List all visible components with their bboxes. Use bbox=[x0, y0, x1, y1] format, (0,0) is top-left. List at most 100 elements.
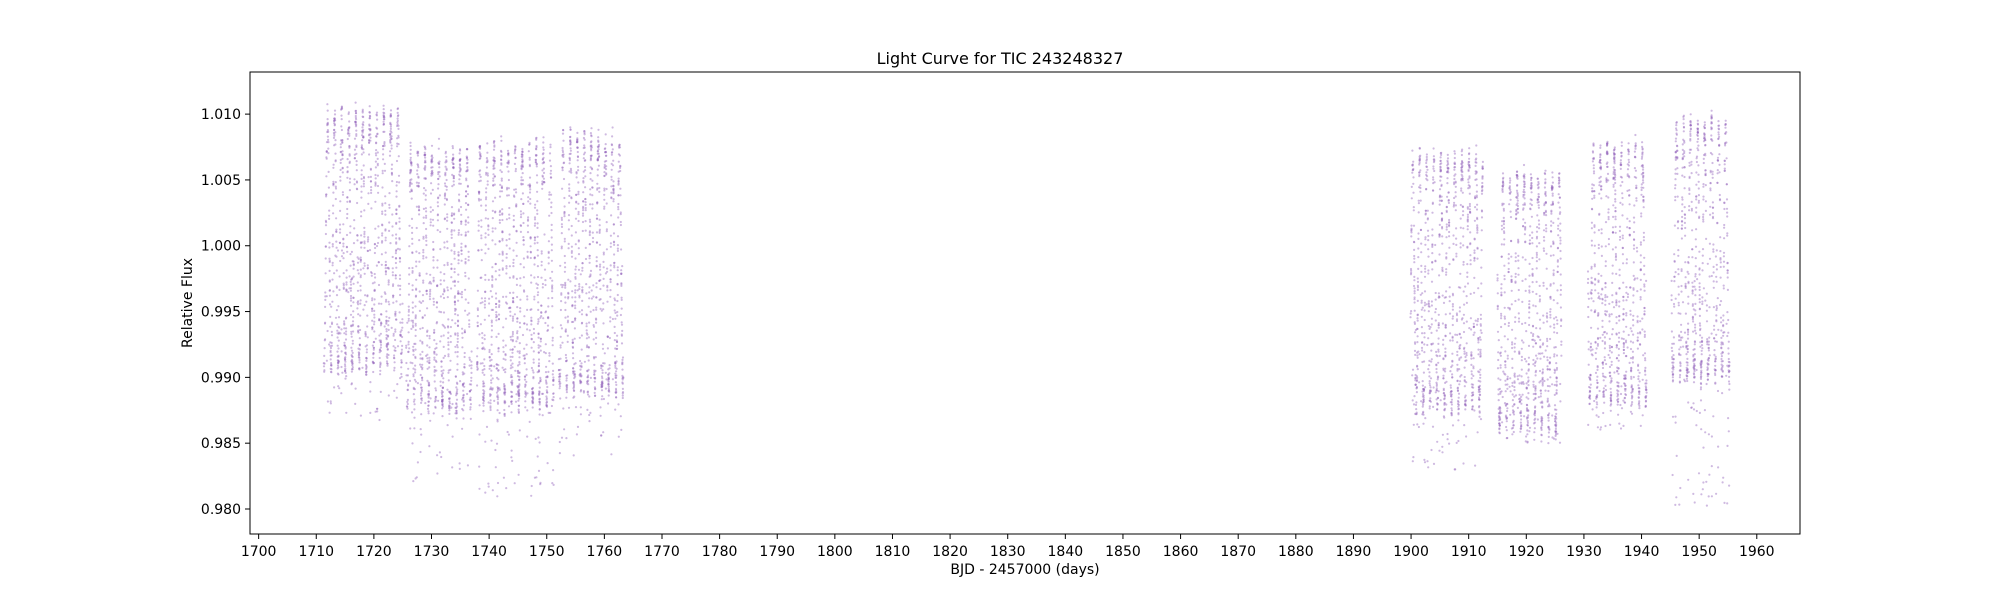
data-point bbox=[1432, 165, 1435, 168]
data-point bbox=[394, 313, 397, 316]
data-point bbox=[362, 115, 365, 119]
data-point bbox=[1559, 400, 1562, 403]
data-point bbox=[615, 396, 618, 399]
data-point bbox=[424, 156, 427, 159]
data-point bbox=[520, 164, 523, 167]
data-point bbox=[1477, 388, 1480, 391]
data-point bbox=[441, 400, 444, 403]
data-point bbox=[1477, 386, 1480, 389]
data-point bbox=[621, 392, 624, 395]
data-point bbox=[483, 318, 486, 321]
data-point bbox=[372, 353, 375, 356]
data-point bbox=[325, 150, 328, 154]
data-point bbox=[584, 257, 588, 261]
data-point bbox=[393, 354, 396, 357]
data-point bbox=[1438, 235, 1441, 238]
data-point bbox=[519, 210, 523, 213]
data-point bbox=[465, 177, 468, 180]
data-point bbox=[506, 161, 509, 164]
data-point bbox=[1536, 226, 1539, 229]
data-point bbox=[595, 265, 598, 268]
data-point bbox=[348, 145, 351, 148]
data-point bbox=[355, 145, 358, 149]
data-point bbox=[600, 434, 603, 437]
data-point bbox=[607, 378, 610, 381]
data-point bbox=[339, 150, 342, 153]
data-point bbox=[348, 126, 351, 129]
data-point bbox=[408, 347, 411, 350]
data-point bbox=[1466, 225, 1469, 228]
data-point bbox=[1418, 381, 1421, 384]
data-point bbox=[413, 378, 416, 381]
data-point bbox=[453, 284, 456, 287]
data-point bbox=[332, 166, 335, 169]
data-point bbox=[619, 415, 622, 418]
data-point bbox=[435, 322, 438, 325]
data-point bbox=[389, 122, 392, 126]
data-point bbox=[1506, 409, 1509, 413]
data-point bbox=[424, 194, 427, 197]
data-point bbox=[337, 385, 340, 388]
data-point bbox=[467, 250, 470, 253]
data-point bbox=[334, 159, 337, 162]
data-point bbox=[459, 168, 462, 171]
data-point bbox=[575, 200, 578, 203]
data-point bbox=[324, 272, 327, 275]
data-point bbox=[450, 267, 453, 270]
data-point bbox=[552, 469, 555, 472]
data-point bbox=[519, 298, 522, 301]
data-point bbox=[525, 323, 529, 326]
data-point bbox=[464, 219, 467, 222]
data-point bbox=[398, 204, 401, 207]
data-point bbox=[436, 454, 439, 457]
data-point bbox=[1525, 382, 1528, 385]
data-point bbox=[324, 338, 327, 341]
data-point bbox=[585, 322, 588, 325]
data-point bbox=[479, 302, 482, 305]
data-point bbox=[393, 366, 396, 369]
data-point bbox=[500, 186, 503, 189]
data-point bbox=[569, 139, 572, 142]
data-point bbox=[455, 398, 459, 401]
data-point bbox=[589, 273, 592, 276]
data-point bbox=[524, 395, 527, 398]
data-point bbox=[490, 387, 493, 391]
data-point bbox=[577, 165, 580, 168]
data-point bbox=[1442, 343, 1445, 346]
data-point bbox=[531, 401, 534, 404]
data-point bbox=[551, 284, 554, 287]
data-point bbox=[481, 371, 484, 374]
data-point bbox=[405, 346, 408, 349]
data-point bbox=[409, 156, 412, 159]
data-point bbox=[343, 358, 347, 362]
data-point bbox=[1439, 159, 1442, 162]
data-point bbox=[350, 370, 353, 373]
data-point bbox=[433, 350, 436, 353]
data-point bbox=[436, 266, 439, 269]
data-point bbox=[491, 285, 494, 288]
data-point bbox=[447, 390, 451, 393]
data-point bbox=[421, 376, 424, 380]
data-point bbox=[497, 369, 500, 372]
data-point bbox=[424, 198, 427, 201]
data-point bbox=[1559, 306, 1562, 309]
data-point bbox=[1410, 224, 1413, 227]
data-point bbox=[388, 206, 391, 209]
data-point bbox=[577, 213, 580, 216]
data-point bbox=[446, 289, 449, 292]
data-point bbox=[1441, 451, 1444, 454]
data-point bbox=[600, 309, 603, 312]
data-point bbox=[414, 328, 417, 332]
data-point bbox=[343, 363, 347, 366]
data-point bbox=[459, 149, 462, 152]
data-point bbox=[430, 172, 433, 175]
data-point bbox=[539, 340, 542, 343]
data-point bbox=[448, 397, 451, 400]
data-point bbox=[1465, 351, 1468, 355]
data-point bbox=[373, 251, 376, 255]
data-point bbox=[521, 158, 524, 161]
data-point bbox=[1476, 246, 1479, 249]
data-point bbox=[346, 171, 349, 174]
data-point bbox=[594, 388, 597, 391]
data-point bbox=[336, 336, 339, 339]
